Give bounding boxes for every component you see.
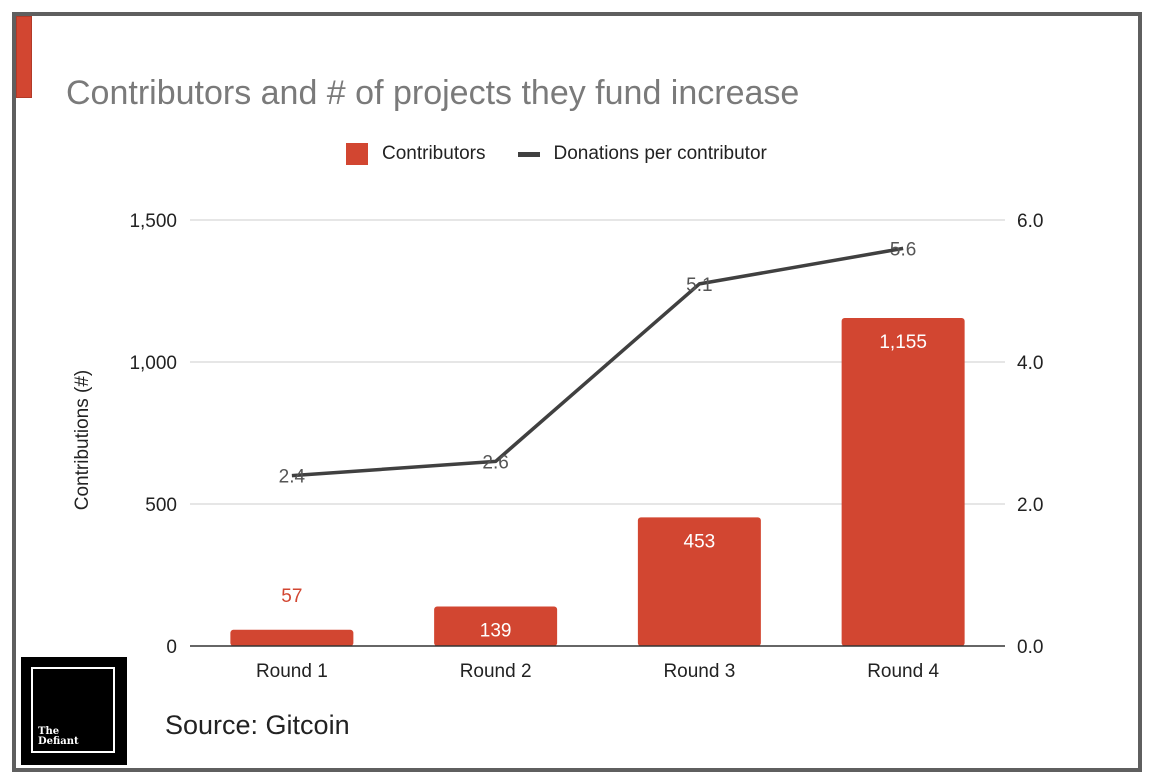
y-tick-label: 0 <box>166 637 177 658</box>
bar <box>434 606 558 646</box>
axes: 0 500 1,000 1,500 0.0 2.0 4.0 6.0 Round 1 Round 2… <box>129 211 1043 682</box>
line-value-label: 5.6 <box>890 239 916 260</box>
bars <box>230 317 965 646</box>
bar-value-label: 139 <box>480 621 512 642</box>
bar <box>841 317 965 646</box>
legend-swatch-contributors <box>346 143 368 165</box>
bar <box>637 517 761 646</box>
bar-value-label: 57 <box>281 586 302 607</box>
y2-tick-label: 4.0 <box>1017 353 1043 374</box>
y2-tick-label: 2.0 <box>1017 495 1043 516</box>
the-defiant-logo: The Defiant <box>21 657 127 765</box>
y2-tick-label: 6.0 <box>1017 211 1043 232</box>
y2-tick-label: 0.0 <box>1017 637 1043 658</box>
data-labels: 57 139 453 1,155 2.4 2.6 5.1 5.6 <box>279 239 927 641</box>
line-value-label: 5.1 <box>686 275 712 296</box>
legend-label-contributors: Contributors <box>382 143 486 164</box>
legend-swatch-donations <box>517 151 540 157</box>
bar <box>230 629 354 646</box>
bar-value-label: 1,155 <box>879 332 927 353</box>
y-tick-label: 1,000 <box>129 353 177 374</box>
y-tick-label: 1,500 <box>129 211 177 232</box>
accent-bar <box>16 16 32 98</box>
logo-line-1: The <box>38 726 60 737</box>
bar-value-label: 453 <box>684 531 716 552</box>
logo-line-2: Defiant <box>38 736 79 747</box>
y-axis-label: Contributions (#) <box>72 370 93 510</box>
source-caption: Source: Gitcoin <box>165 710 350 740</box>
line-series <box>291 246 904 478</box>
x-tick-label: Round 2 <box>460 661 532 682</box>
line-value-label: 2.6 <box>482 452 508 473</box>
legend: Contributors Donations per contributor <box>346 141 767 167</box>
y-tick-label: 500 <box>145 495 177 516</box>
chart-title: Contributors and # of projects they fund… <box>66 74 800 112</box>
x-tick-label: Round 4 <box>867 661 939 682</box>
legend-label-donations: Donations per contributor <box>553 143 767 164</box>
line-value-label: 2.4 <box>279 467 306 488</box>
x-tick-label: Round 1 <box>256 661 328 682</box>
donations-line <box>291 246 904 478</box>
x-tick-label: Round 3 <box>663 661 735 682</box>
